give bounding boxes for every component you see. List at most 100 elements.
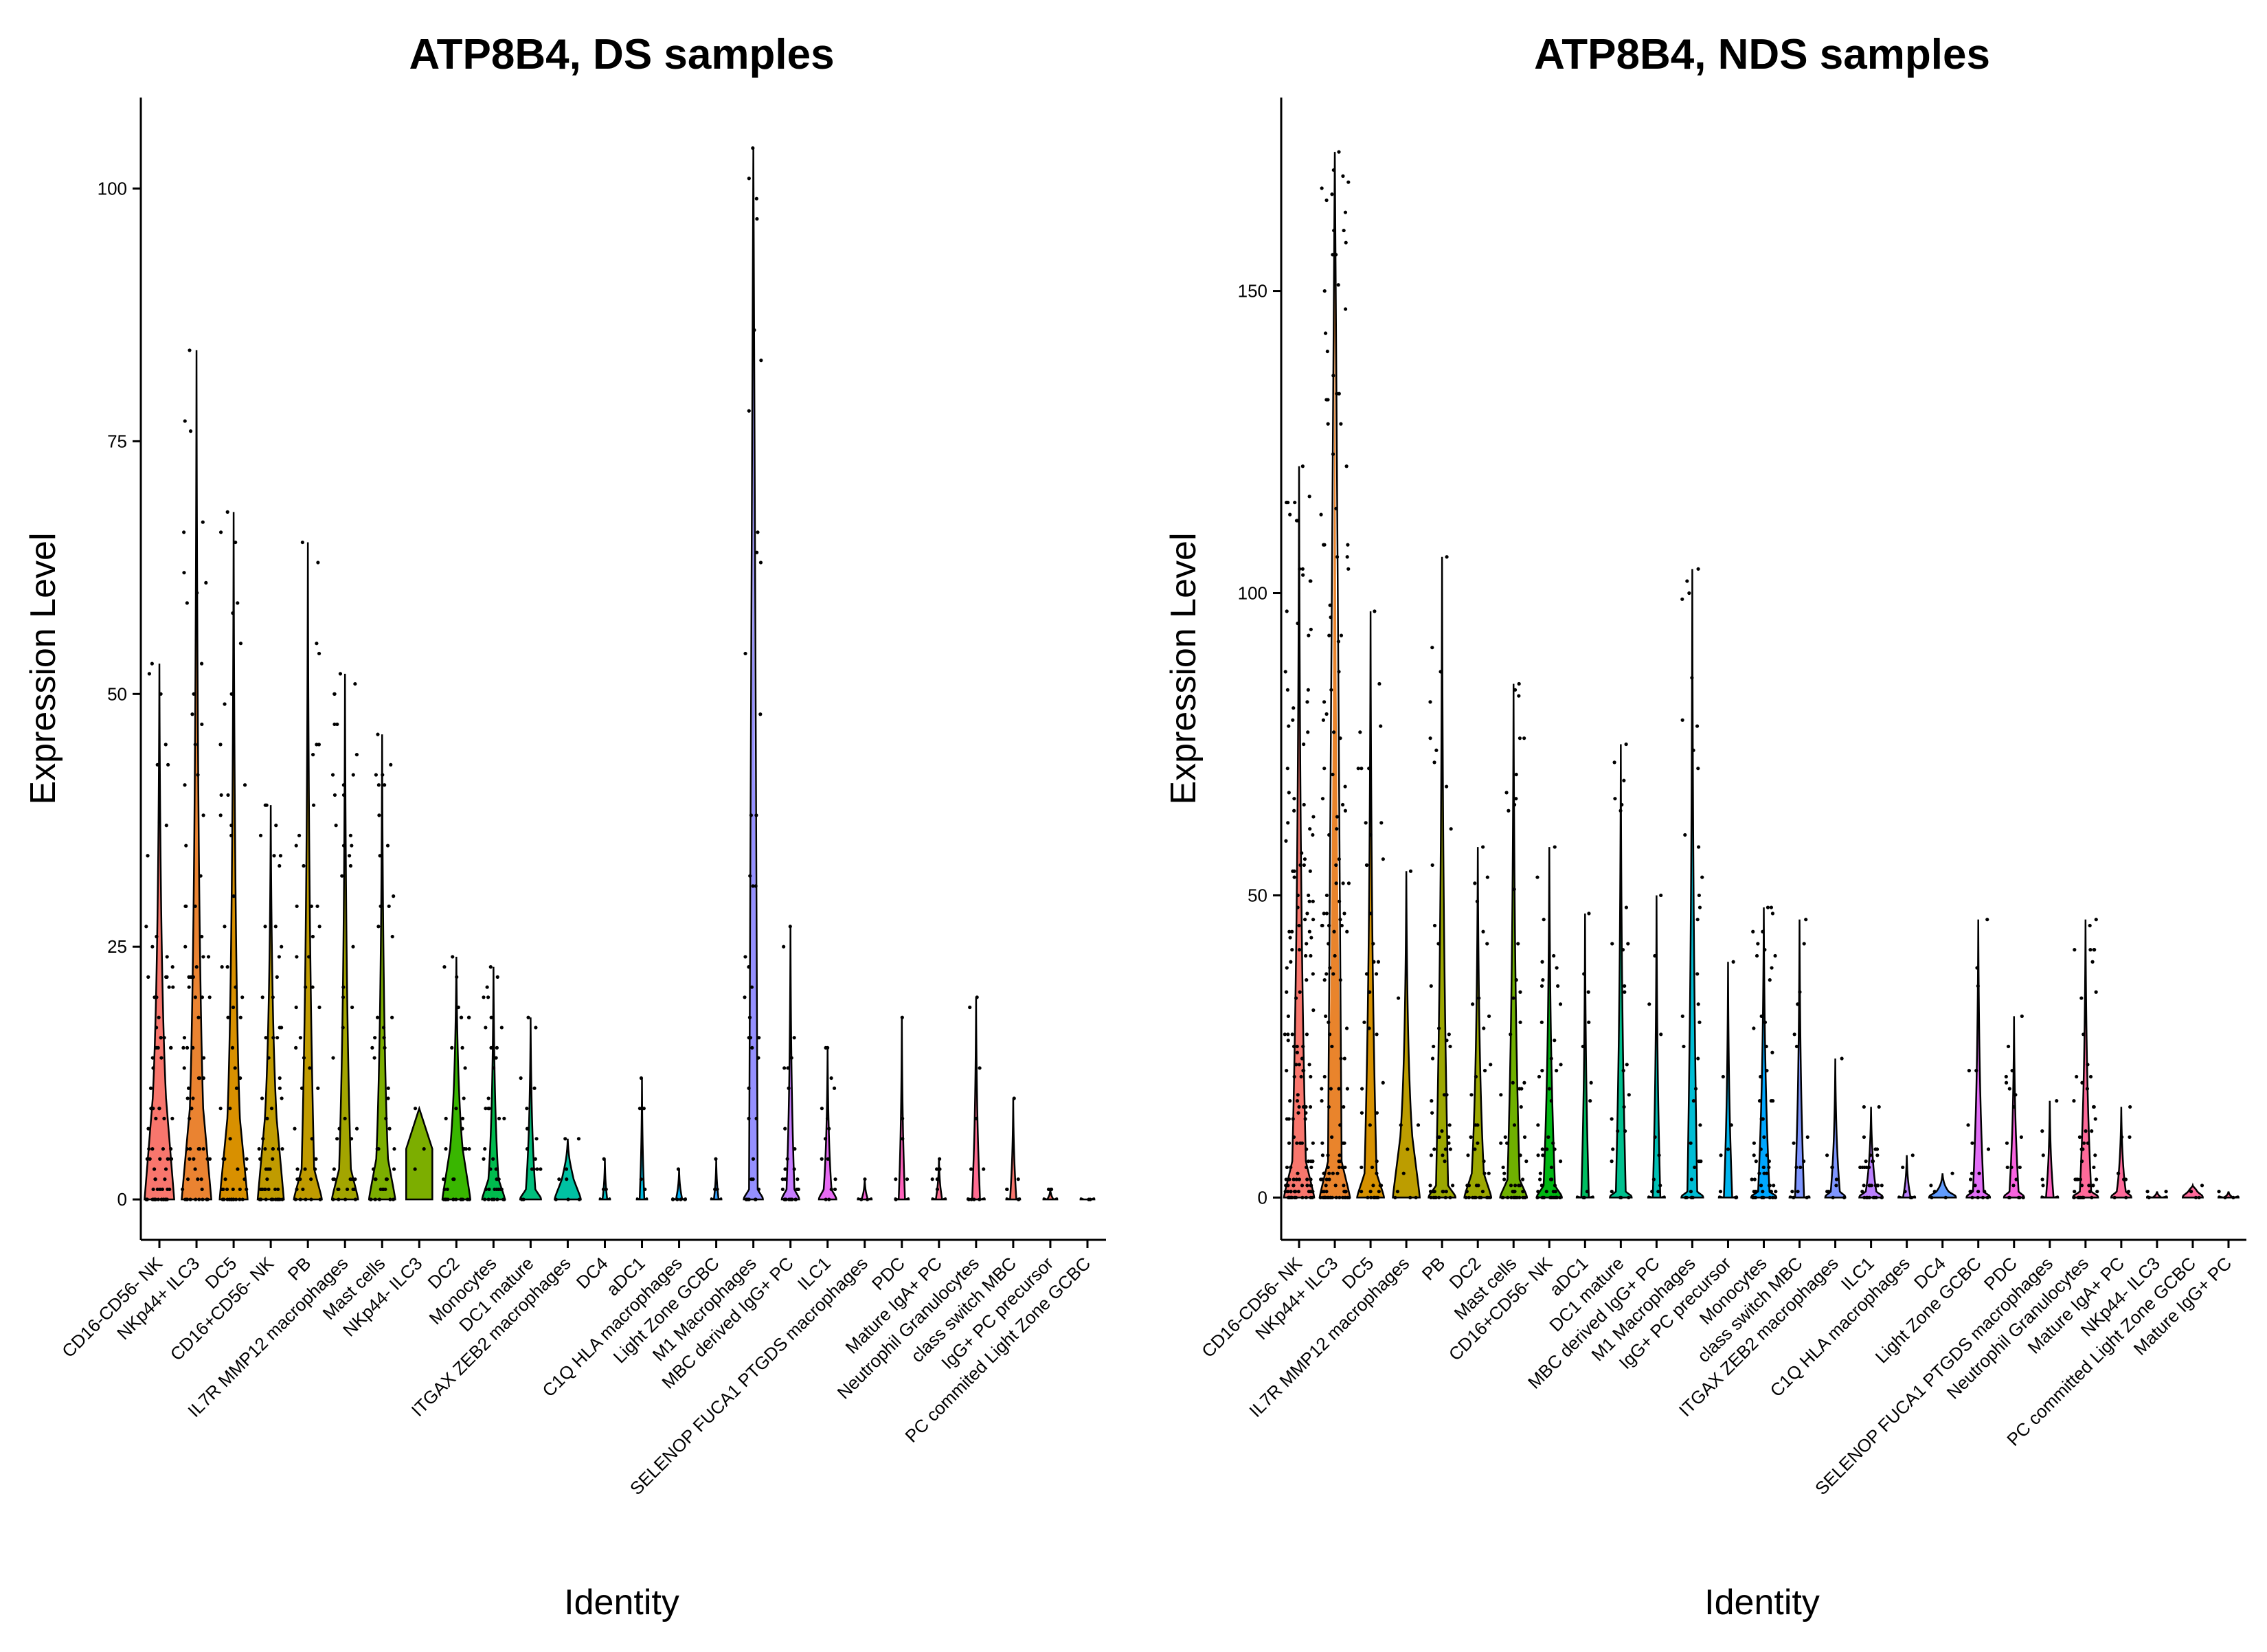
data-point — [1286, 1190, 1290, 1194]
data-point — [1684, 1195, 1689, 1200]
x-axis-label: Identity — [564, 1583, 679, 1622]
violin-points — [1858, 1105, 1884, 1200]
data-point — [1449, 827, 1453, 831]
data-point — [534, 1137, 539, 1141]
data-point — [756, 1056, 760, 1060]
data-point — [185, 1096, 190, 1100]
data-point — [1476, 1141, 1480, 1145]
data-point — [154, 1045, 158, 1050]
data-point — [1537, 1074, 1542, 1079]
data-point — [1436, 1135, 1440, 1140]
data-point — [269, 1197, 273, 1201]
data-point — [450, 1045, 454, 1050]
data-point — [1330, 1195, 1334, 1200]
data-point — [1621, 1069, 1625, 1073]
data-point — [1551, 1190, 1555, 1194]
data-point — [1542, 918, 1546, 922]
data-point — [1471, 1002, 1475, 1006]
data-point — [492, 1197, 496, 1201]
data-point — [295, 1177, 300, 1181]
data-point — [2021, 1195, 2025, 1200]
data-point — [1331, 730, 1336, 734]
data-point — [829, 1076, 833, 1080]
data-point — [374, 1177, 378, 1181]
data-point — [263, 925, 267, 929]
data-point — [1288, 512, 1292, 517]
data-point — [1345, 929, 1349, 934]
data-point — [1294, 1190, 1298, 1194]
data-point — [1294, 1177, 1298, 1181]
data-point — [1327, 1171, 1331, 1175]
violin-points — [713, 1157, 719, 1192]
data-point — [375, 1015, 380, 1019]
data-point — [1324, 972, 1329, 976]
data-point — [301, 1187, 305, 1192]
data-point — [169, 1146, 173, 1151]
data-point — [1650, 1190, 1654, 1194]
data-point — [462, 1096, 466, 1100]
data-point — [2145, 1190, 2150, 1194]
data-point — [1295, 1044, 1299, 1049]
data-point — [484, 1107, 488, 1111]
data-point — [1754, 1159, 1758, 1164]
violin-points — [1005, 1096, 1021, 1201]
data-point — [1834, 1184, 1838, 1188]
data-point — [183, 944, 188, 949]
data-point — [170, 1116, 174, 1120]
data-point — [311, 934, 315, 939]
data-point — [229, 833, 234, 837]
data-point — [1587, 1020, 1591, 1024]
data-point — [1771, 1099, 1775, 1103]
data-point — [335, 722, 339, 727]
data-point — [1761, 1165, 1766, 1170]
data-point — [350, 1005, 354, 1010]
data-point — [1547, 1087, 1551, 1091]
data-point — [1476, 1184, 1480, 1188]
data-point — [271, 1157, 275, 1161]
data-point — [388, 1197, 392, 1201]
data-point — [972, 1197, 976, 1201]
data-point — [2090, 1129, 2094, 1133]
data-point — [2093, 948, 2097, 952]
data-point — [2075, 1177, 2080, 1181]
data-point — [1327, 1177, 1331, 1181]
data-point — [196, 1076, 201, 1080]
data-point — [1325, 349, 1329, 354]
data-point — [1344, 1026, 1349, 1030]
data-point — [1512, 887, 1516, 892]
data-point — [1331, 972, 1335, 976]
data-point — [1296, 893, 1300, 898]
data-point — [1297, 1063, 1301, 1067]
y-tick-label: 75 — [107, 431, 127, 451]
data-point — [525, 1146, 529, 1151]
data-point — [271, 1036, 275, 1040]
data-point — [1548, 1177, 1553, 1181]
data-point — [147, 672, 151, 676]
data-point — [1332, 929, 1336, 934]
data-point — [1439, 670, 1443, 674]
data-point — [1322, 978, 1327, 982]
data-point — [1792, 1032, 1796, 1037]
data-point — [1862, 1195, 1866, 1200]
data-point — [444, 1146, 448, 1151]
data-point — [1546, 1135, 1550, 1140]
data-point — [1756, 942, 1760, 946]
data-point — [1307, 899, 1311, 903]
data-point — [460, 1045, 464, 1050]
data-point — [1751, 1195, 1755, 1200]
data-point — [334, 824, 338, 828]
data-point — [144, 925, 148, 929]
data-point — [1286, 1032, 1290, 1037]
y-tick-label: 100 — [98, 178, 127, 199]
data-point — [1967, 1069, 1971, 1073]
data-point — [1610, 1190, 1614, 1194]
data-point — [348, 863, 353, 868]
data-point — [245, 1187, 249, 1192]
data-point — [154, 1116, 158, 1120]
data-point — [278, 854, 283, 858]
data-point — [1327, 1020, 1331, 1024]
data-point — [298, 1036, 302, 1040]
data-point — [832, 1086, 837, 1090]
data-point — [1327, 923, 1331, 928]
y-axis-label: Expression Level — [1164, 533, 1204, 805]
